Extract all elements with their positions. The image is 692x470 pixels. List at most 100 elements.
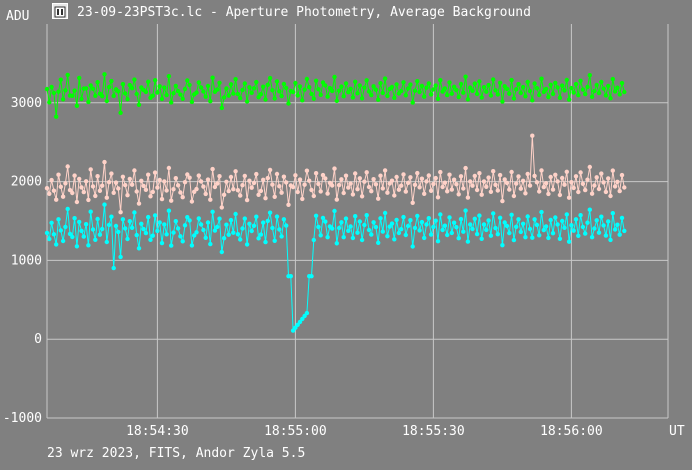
data-point [235, 232, 241, 237]
data-point [111, 93, 116, 99]
data-point [295, 93, 300, 98]
data-point [617, 188, 622, 194]
data-point [198, 179, 204, 184]
data-point [530, 235, 535, 240]
data-point [514, 224, 519, 229]
data-point [537, 189, 542, 194]
data-point [573, 81, 579, 87]
data-point [210, 209, 215, 214]
data-point [95, 80, 100, 85]
data-point [65, 206, 70, 212]
data-point [203, 94, 208, 99]
data-point [323, 176, 328, 181]
data-point [343, 173, 349, 178]
data-point [185, 215, 190, 220]
data-point [560, 218, 565, 224]
data-point [111, 190, 116, 195]
data-point [178, 234, 183, 239]
data-point [562, 182, 567, 187]
data-point [173, 83, 178, 89]
data-point [201, 184, 206, 189]
data-point [63, 224, 68, 230]
data-point [219, 249, 224, 255]
data-point [247, 221, 252, 226]
data-point [403, 93, 408, 98]
data-point [502, 177, 507, 182]
data-point [86, 99, 91, 105]
data-point [371, 84, 376, 89]
data-point [451, 84, 457, 90]
data-point [56, 217, 61, 222]
data-point [185, 78, 190, 83]
data-point [182, 86, 188, 92]
data-point [403, 232, 408, 238]
data-point [431, 87, 436, 92]
data-point [419, 219, 425, 225]
data-point [410, 200, 415, 205]
data-point [408, 82, 413, 87]
data-point [509, 169, 514, 175]
data-point [175, 226, 181, 231]
data-point [380, 229, 385, 234]
data-point [336, 182, 342, 188]
data-point [594, 82, 599, 88]
data-point [539, 209, 544, 215]
data-point [332, 208, 337, 214]
data-point [88, 83, 93, 88]
photometry-app-icon[interactable] [52, 3, 68, 19]
data-point [203, 191, 208, 197]
data-point [362, 179, 367, 184]
data-point [518, 186, 523, 191]
data-point [364, 78, 369, 83]
data-point [240, 183, 245, 188]
data-point [548, 217, 553, 223]
data-point [442, 180, 448, 185]
data-point [422, 235, 427, 241]
data-point [65, 72, 70, 78]
data-point [606, 176, 611, 181]
data-point [509, 77, 514, 83]
data-point [233, 169, 238, 174]
data-point [224, 222, 229, 227]
data-point [203, 235, 208, 240]
data-point [392, 237, 397, 242]
data-point [424, 179, 429, 184]
data-point [56, 89, 61, 94]
data-point [242, 81, 247, 86]
data-point [136, 246, 142, 251]
data-point [500, 198, 505, 204]
y-tick-label: -1000 [3, 411, 42, 426]
data-point [392, 95, 397, 101]
y-tick-label: 1000 [11, 253, 42, 268]
data-point [346, 90, 351, 95]
data-point [208, 99, 213, 104]
data-point [146, 172, 151, 177]
data-point [622, 185, 627, 190]
data-point [362, 85, 367, 90]
data-point [152, 170, 158, 175]
data-point [619, 172, 625, 178]
data-point [208, 241, 213, 247]
data-point [440, 184, 445, 190]
data-point [470, 226, 475, 232]
data-point [49, 177, 54, 183]
x-tick-label: 18:56:00 [540, 424, 603, 439]
data-point [495, 92, 500, 97]
data-point [51, 232, 57, 237]
data-point [587, 164, 592, 170]
data-point [520, 84, 526, 90]
data-point [493, 225, 498, 231]
data-point [359, 237, 365, 243]
data-point [325, 94, 330, 99]
data-point [364, 213, 369, 218]
data-point [428, 232, 434, 237]
data-point [65, 164, 70, 169]
data-point [392, 193, 397, 198]
data-point [44, 230, 50, 236]
data-point [210, 166, 215, 172]
data-point [272, 194, 277, 199]
data-point [169, 243, 174, 248]
data-point [290, 184, 296, 190]
data-point [592, 183, 597, 188]
data-point [359, 194, 365, 199]
